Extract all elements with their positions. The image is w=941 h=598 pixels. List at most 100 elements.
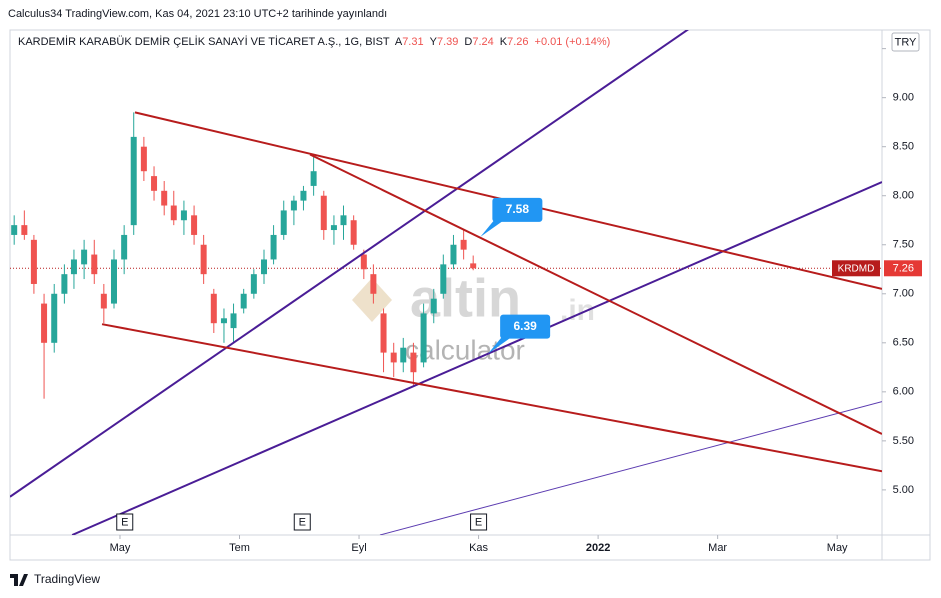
y-tick-label: 8.00 <box>893 190 914 202</box>
ohlc-value: 7.26 <box>507 36 528 48</box>
y-tick-label: 6.50 <box>893 337 914 349</box>
x-tick-label: Kas <box>469 542 488 554</box>
candle-body <box>430 298 437 314</box>
candle-body <box>470 263 477 269</box>
candle-body <box>11 225 18 235</box>
legend: KARDEMİR KARABÜK DEMİR ÇELİK SANAYİ VE T… <box>18 35 610 48</box>
currency-label: TRY <box>895 36 917 48</box>
y-tick-label: 8.50 <box>893 141 914 153</box>
candle-body <box>61 274 68 294</box>
x-tick-label: Mar <box>708 542 727 554</box>
y-tick-label: 5.50 <box>893 435 914 447</box>
candle-body <box>200 244 207 275</box>
candle-body <box>191 215 198 235</box>
x-tick-label: May <box>110 542 131 554</box>
brand-logo <box>10 574 28 586</box>
trendline <box>71 181 882 535</box>
watermark-logo <box>352 278 392 322</box>
candle-body <box>151 176 158 191</box>
candle-body <box>340 215 347 226</box>
candle-body <box>390 352 397 363</box>
candle-body <box>310 171 317 186</box>
callout-label: 6.39 <box>513 319 537 333</box>
candle-body <box>170 205 177 221</box>
candle-body <box>320 195 327 231</box>
x-tick-label: 2022 <box>586 542 610 554</box>
symbol-title: KARDEMİR KARABÜK DEMİR ÇELİK SANAYİ VE T… <box>18 35 610 48</box>
candle-body <box>210 293 217 324</box>
currency-box <box>891 32 920 52</box>
candle-body <box>41 303 48 343</box>
footer: TradingView <box>10 572 100 586</box>
callout-box <box>500 314 551 339</box>
candle-body <box>410 352 417 373</box>
event-label: E <box>475 516 482 528</box>
candle-body <box>440 264 447 294</box>
candle-body <box>180 210 187 221</box>
ohlc-key: K <box>500 36 508 48</box>
candle-body <box>21 225 28 235</box>
candle-body <box>100 293 107 309</box>
symbol-tag <box>832 260 880 277</box>
x-tick-label: Eyl <box>351 542 366 554</box>
event-marker <box>293 513 311 531</box>
candle-body <box>51 293 58 343</box>
candle-body <box>350 220 357 245</box>
event-marker <box>470 513 488 531</box>
candle-body <box>140 146 147 172</box>
event-label: E <box>299 516 306 528</box>
trendline <box>309 153 882 435</box>
event-label: E <box>121 516 128 528</box>
candle-body <box>30 239 37 284</box>
callout-tail <box>488 336 513 354</box>
change: +0.01 (+0.14%) <box>535 36 611 48</box>
candle-body <box>230 313 237 329</box>
ohlc-key: D <box>464 36 472 48</box>
y-tick-label: 6.00 <box>893 386 914 398</box>
plot-area <box>10 30 882 535</box>
y-tick-label: 7.00 <box>893 288 914 300</box>
candle-body <box>360 254 367 270</box>
candle-body <box>290 200 297 211</box>
trendline <box>10 30 690 498</box>
candle-body <box>161 190 168 206</box>
brand-name: TradingView <box>34 572 100 586</box>
event-marker <box>116 513 134 531</box>
chart-frame <box>9 29 931 561</box>
price-tag-label: 7.26 <box>893 263 914 275</box>
candle-body <box>400 347 407 363</box>
candle-body <box>220 318 227 324</box>
callout-label: 7.58 <box>506 202 530 216</box>
y-tick-label: 5.00 <box>893 484 914 496</box>
candle-body <box>300 190 307 201</box>
price-tag <box>884 260 922 277</box>
x-tick-label: Tem <box>229 542 250 554</box>
ohlc-value: 7.39 <box>437 36 458 48</box>
published-line: Calculus34 TradingView.com, Kas 04, 2021… <box>8 8 387 20</box>
callout-box <box>492 197 543 222</box>
candle-body <box>110 259 117 304</box>
candle-body <box>121 234 128 260</box>
ohlc-value: 7.24 <box>472 36 493 48</box>
candle-body <box>70 259 77 275</box>
trendline <box>379 401 882 535</box>
symbol-name: KARDEMİR KARABÜK DEMİR ÇELİK SANAYİ VE T… <box>18 35 390 48</box>
x-tick-label: May <box>827 542 848 554</box>
ohlc-key: Y <box>430 36 438 48</box>
callout-tail <box>480 219 505 237</box>
candle-body <box>250 274 257 294</box>
candle-body <box>81 249 88 265</box>
candle-body <box>460 239 467 250</box>
candle-body <box>240 293 247 309</box>
candle-body <box>370 274 377 294</box>
ohlc-value: 7.31 <box>402 36 423 48</box>
y-tick-label: 9.00 <box>893 92 914 104</box>
candle-body <box>91 254 98 275</box>
candle-body <box>130 136 137 226</box>
symbol-tag-label: KRDMD <box>838 263 875 274</box>
trendline <box>101 323 882 473</box>
candle-body <box>420 313 427 363</box>
y-tick-label: 7.50 <box>893 239 914 251</box>
candle-body <box>280 210 287 235</box>
